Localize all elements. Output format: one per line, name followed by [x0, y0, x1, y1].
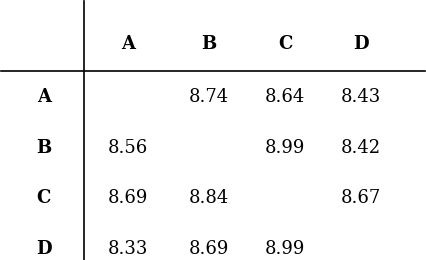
Text: C: C — [278, 35, 292, 53]
Text: A: A — [121, 35, 135, 53]
Text: 8.64: 8.64 — [265, 88, 305, 106]
Text: 8.56: 8.56 — [108, 139, 149, 157]
Text: B: B — [36, 139, 52, 157]
Text: D: D — [36, 239, 52, 258]
Text: 8.43: 8.43 — [341, 88, 381, 106]
Text: 8.99: 8.99 — [265, 139, 305, 157]
Text: A: A — [37, 88, 51, 106]
Text: 8.67: 8.67 — [341, 189, 381, 207]
Text: 8.69: 8.69 — [108, 189, 149, 207]
Text: 8.99: 8.99 — [265, 239, 305, 258]
Text: 8.84: 8.84 — [189, 189, 229, 207]
Text: 8.42: 8.42 — [341, 139, 381, 157]
Text: B: B — [201, 35, 216, 53]
Text: 8.33: 8.33 — [108, 239, 149, 258]
Text: C: C — [37, 189, 51, 207]
Text: 8.74: 8.74 — [189, 88, 229, 106]
Text: 8.69: 8.69 — [189, 239, 229, 258]
Text: D: D — [353, 35, 369, 53]
